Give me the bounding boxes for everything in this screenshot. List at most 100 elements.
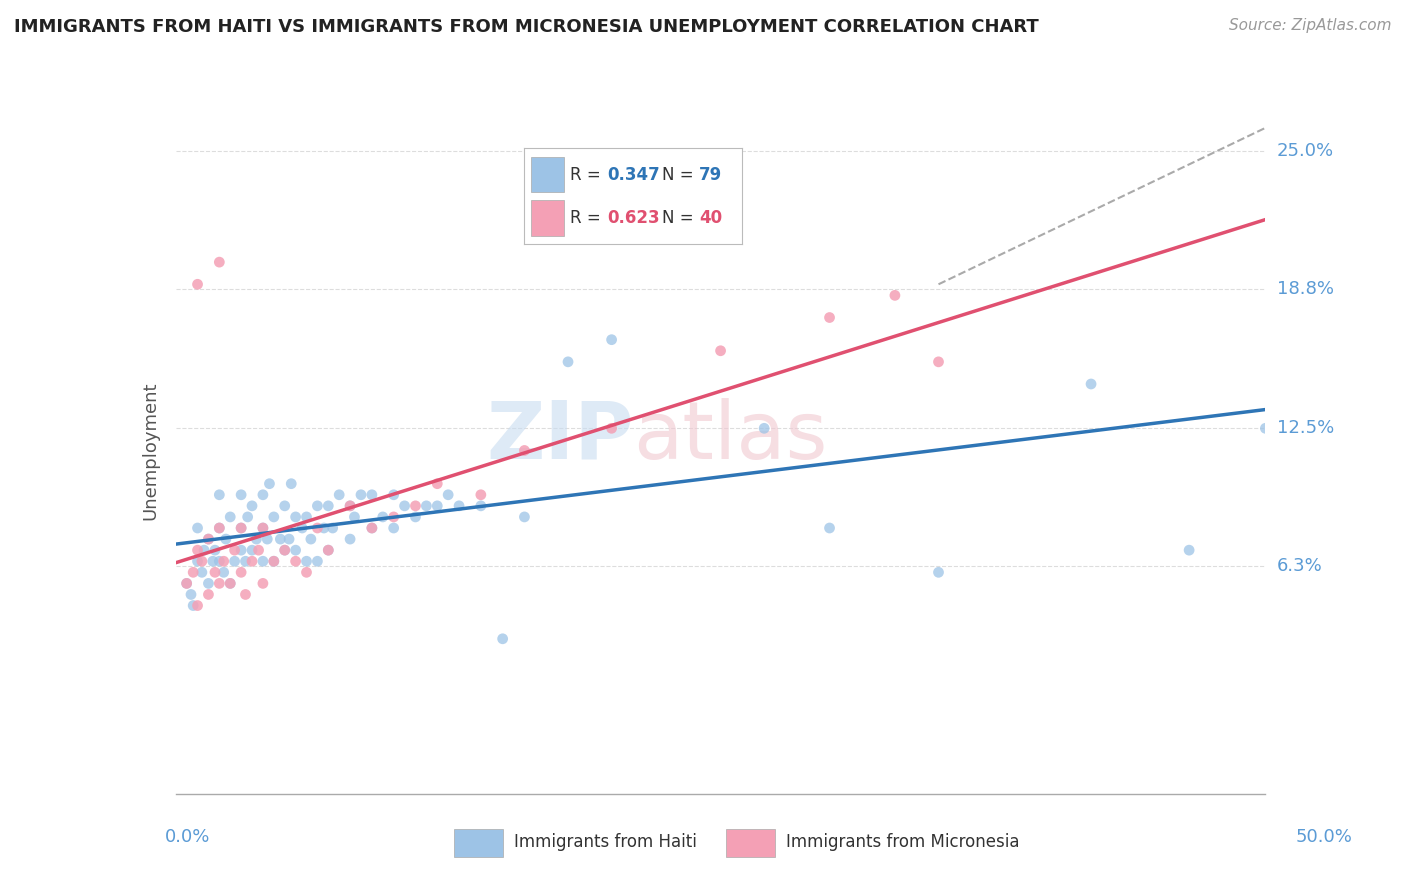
Point: [231, 543, 253, 558]
Text: 50.0%: 50.0%: [1296, 828, 1353, 846]
Point: [600, 421, 623, 435]
Point: [382, 510, 405, 524]
Point: [299, 532, 322, 546]
Point: [176, 576, 198, 591]
Point: [208, 488, 231, 502]
Point: [231, 521, 253, 535]
Point: [176, 576, 198, 591]
Point: [224, 543, 246, 558]
Point: [263, 554, 285, 568]
Point: [204, 566, 226, 580]
Point: [447, 499, 470, 513]
Point: [247, 543, 270, 558]
Point: [666, 211, 689, 225]
Point: [339, 532, 361, 546]
Point: [219, 576, 242, 591]
Point: [274, 499, 297, 513]
Point: [240, 499, 263, 513]
Point: [208, 255, 231, 269]
Point: [360, 521, 382, 535]
Point: [219, 510, 242, 524]
Point: [197, 587, 219, 601]
Point: [415, 499, 437, 513]
Point: [1254, 421, 1277, 435]
Point: [252, 521, 274, 535]
Point: [240, 554, 263, 568]
Point: [1080, 376, 1102, 391]
Text: ZIP: ZIP: [486, 398, 633, 475]
Text: IMMIGRANTS FROM HAITI VS IMMIGRANTS FROM MICRONESIA UNEMPLOYMENT CORRELATION CHA: IMMIGRANTS FROM HAITI VS IMMIGRANTS FROM…: [14, 18, 1039, 36]
Point: [318, 543, 340, 558]
Point: [295, 510, 318, 524]
Point: [263, 510, 285, 524]
Point: [208, 554, 231, 568]
Point: [470, 499, 492, 513]
Point: [215, 532, 238, 546]
Point: [600, 333, 623, 347]
Point: [252, 488, 274, 502]
Point: [219, 576, 242, 591]
Point: [405, 499, 427, 513]
Point: [274, 543, 297, 558]
Point: [191, 566, 214, 580]
Point: [754, 421, 776, 435]
Point: [318, 499, 340, 513]
Point: [186, 277, 209, 292]
Point: [884, 288, 907, 302]
Point: [181, 599, 204, 613]
Point: [252, 576, 274, 591]
Point: [186, 521, 209, 535]
Point: [231, 488, 253, 502]
Point: [360, 521, 382, 535]
Point: [235, 554, 257, 568]
Point: [256, 532, 278, 546]
Point: [513, 443, 536, 458]
Text: 18.8%: 18.8%: [1277, 280, 1333, 298]
Point: [284, 510, 307, 524]
Text: 0.0%: 0.0%: [165, 828, 211, 846]
Text: 6.3%: 6.3%: [1277, 557, 1322, 574]
Point: [426, 476, 449, 491]
Point: [231, 566, 253, 580]
Point: [245, 532, 267, 546]
Point: [280, 476, 302, 491]
Point: [492, 632, 515, 646]
Point: [284, 543, 307, 558]
Point: [231, 521, 253, 535]
Point: [426, 499, 449, 513]
Point: [405, 510, 427, 524]
Point: [307, 521, 329, 535]
Point: [295, 554, 318, 568]
Point: [513, 510, 536, 524]
Y-axis label: Unemployment: Unemployment: [142, 381, 160, 520]
Text: Source: ZipAtlas.com: Source: ZipAtlas.com: [1229, 18, 1392, 33]
Point: [186, 543, 209, 558]
Point: [252, 521, 274, 535]
Point: [263, 554, 285, 568]
Point: [274, 543, 297, 558]
Point: [350, 488, 373, 502]
Point: [1178, 543, 1201, 558]
Point: [180, 587, 202, 601]
Point: [291, 521, 314, 535]
Point: [212, 566, 235, 580]
Point: [382, 488, 405, 502]
Text: atlas: atlas: [633, 398, 828, 475]
Point: [284, 554, 307, 568]
Point: [193, 543, 215, 558]
Point: [212, 554, 235, 568]
Point: [181, 566, 204, 580]
Point: [818, 310, 841, 325]
Point: [191, 554, 214, 568]
Point: [208, 521, 231, 535]
Point: [710, 343, 733, 358]
Point: [339, 499, 361, 513]
Point: [382, 521, 405, 535]
Point: [360, 488, 382, 502]
Point: [307, 554, 329, 568]
Point: [208, 576, 231, 591]
Point: [818, 521, 841, 535]
Point: [236, 510, 259, 524]
Point: [259, 476, 281, 491]
Point: [557, 355, 579, 369]
